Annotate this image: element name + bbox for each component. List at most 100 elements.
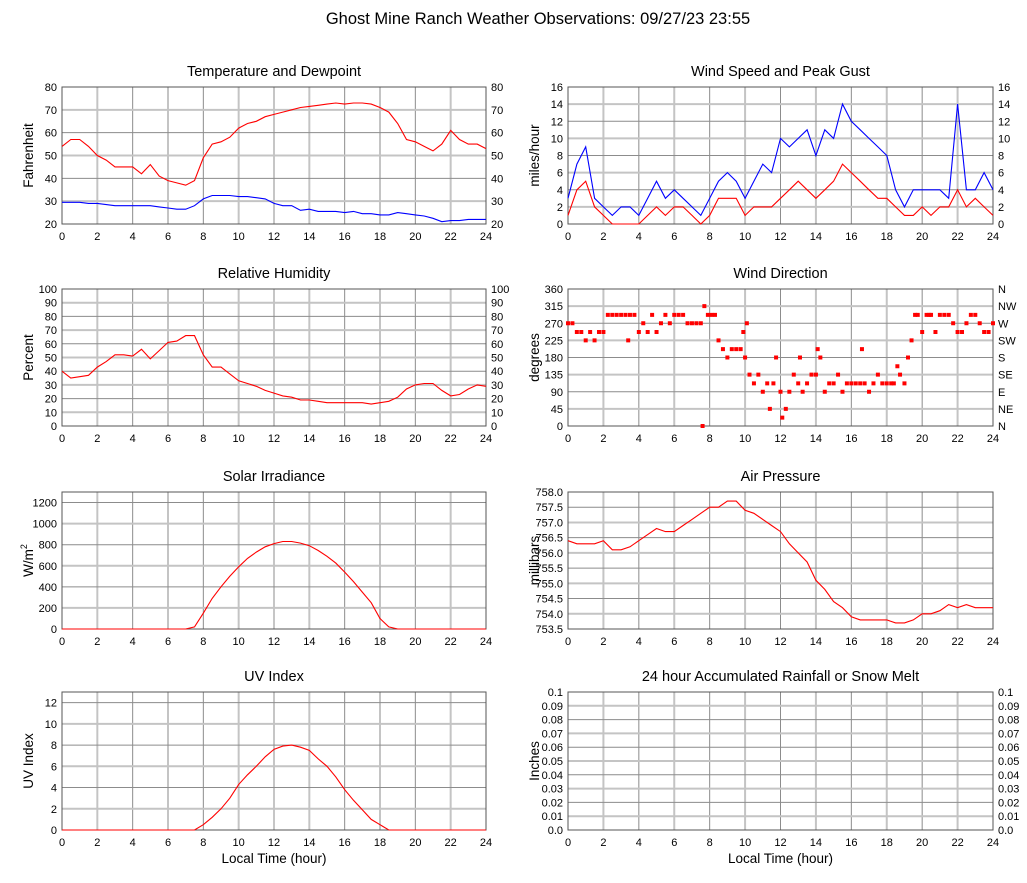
- y-tick-label-right: 0: [491, 421, 497, 433]
- plot-frame: [567, 491, 994, 630]
- y-tick-label: 0.0: [548, 825, 563, 837]
- y-axis-label: W/m2: [19, 544, 36, 577]
- y-tick-label-right: 4: [998, 185, 1004, 197]
- y-tick-label: 14: [551, 99, 563, 111]
- x-tick-label: 2: [94, 636, 100, 648]
- y-tick-label: 0.08: [542, 715, 563, 727]
- data-point: [968, 312, 973, 317]
- x-tick-label: 0: [565, 636, 571, 648]
- plot-frame: [61, 691, 487, 831]
- plot-frame: [567, 86, 994, 225]
- y-tick-label-right: 80: [491, 311, 503, 323]
- data-point: [623, 312, 628, 317]
- y-tick-label: 80: [45, 82, 57, 94]
- data-point: [955, 330, 960, 335]
- data-point: [875, 372, 880, 377]
- data-point: [895, 364, 900, 369]
- data-point: [626, 338, 631, 343]
- data-point: [658, 321, 663, 326]
- y-tick-label-right: 80: [491, 82, 503, 94]
- y-tick-label: 16: [551, 82, 563, 94]
- y-tick-label: 4: [51, 783, 57, 795]
- x-tick-label: 4: [130, 837, 136, 849]
- x-tick-label: 0: [59, 837, 65, 849]
- x-tick-label: 16: [339, 433, 351, 445]
- data-point: [588, 330, 593, 335]
- data-point: [796, 381, 801, 386]
- x-tick-label: 10: [739, 837, 751, 849]
- x-tick-label: 12: [774, 433, 786, 445]
- y-axis-label: Inches: [527, 741, 542, 781]
- data-point: [913, 312, 918, 317]
- x-tick-label: 14: [810, 636, 822, 648]
- x-axis-label: Local Time (hour): [728, 851, 833, 866]
- x-tick-label: 12: [774, 231, 786, 243]
- y-axis-label: miles/hour: [527, 124, 542, 187]
- y-tick-label: 0.06: [542, 742, 563, 754]
- x-tick-label: 0: [565, 433, 571, 445]
- data-point: [800, 389, 805, 394]
- y-tick-label-right: 30: [491, 196, 503, 208]
- data-point: [681, 312, 686, 317]
- y-tick-label: 0: [557, 421, 563, 433]
- x-tick-label: 0: [59, 433, 65, 445]
- data-point: [946, 312, 951, 317]
- panel-solar: 0 2 4 6 8 10 12 14 16 18 20 22 240200400600800100012…: [19, 469, 492, 648]
- data-point: [751, 381, 756, 386]
- y-tick-label-right: 70: [491, 105, 503, 117]
- y-tick-label: 6: [557, 168, 563, 180]
- y-tick-label: 10: [45, 719, 57, 731]
- y-tick-label-right: NE: [998, 404, 1013, 416]
- x-tick-label: 10: [739, 636, 751, 648]
- data-point: [716, 338, 721, 343]
- y-axis-label: UV Index: [21, 733, 36, 789]
- y-tick-label-right: N: [998, 284, 1006, 296]
- x-tick-label: 2: [600, 433, 606, 445]
- y-tick-label: 600: [39, 561, 57, 573]
- series-line-0: [61, 102, 487, 186]
- y-tick-label-right: N: [998, 421, 1006, 433]
- x-tick-label: 4: [130, 433, 136, 445]
- y-axis-label: Percent: [21, 334, 36, 381]
- y-tick-label: 20: [45, 394, 57, 406]
- x-tick-label: 18: [881, 433, 893, 445]
- panel-title: Wind Direction: [733, 266, 827, 282]
- data-point: [641, 321, 646, 326]
- x-tick-label: 6: [671, 231, 677, 243]
- y-tick-label: 0: [51, 825, 57, 837]
- data-point: [937, 312, 942, 317]
- x-tick-label: 14: [303, 231, 315, 243]
- x-tick-label: 20: [409, 231, 421, 243]
- data-point: [982, 330, 987, 335]
- data-point: [592, 338, 597, 343]
- y-tick-label-right: 10: [491, 407, 503, 419]
- data-point: [906, 355, 910, 360]
- data-point: [689, 321, 694, 326]
- y-tick-label: 30: [45, 196, 57, 208]
- data-point: [614, 312, 619, 317]
- plot-frame: [61, 288, 487, 427]
- x-tick-label: 12: [268, 636, 280, 648]
- x-tick-label: 22: [445, 433, 457, 445]
- y-tick-label: 1000: [33, 519, 57, 531]
- y-tick-label: 0: [51, 624, 57, 636]
- panel-title: Air Pressure: [741, 469, 821, 485]
- series-line-0: [61, 335, 487, 405]
- y-tick-label: 6: [51, 761, 57, 773]
- x-tick-label: 12: [268, 837, 280, 849]
- y-tick-label: 756.5: [535, 533, 563, 545]
- y-axis-label: millibars: [527, 536, 542, 586]
- x-tick-label: 22: [445, 837, 457, 849]
- y-tick-label-right: 20: [491, 219, 503, 231]
- plot-frame: [567, 288, 994, 427]
- y-tick-label-right: 12: [998, 116, 1010, 128]
- y-tick-label: 2: [51, 804, 57, 816]
- series-line-0: [567, 500, 993, 624]
- x-tick-label: 10: [739, 231, 751, 243]
- y-tick-label-right: 10: [998, 133, 1010, 145]
- x-tick-label: 2: [600, 837, 606, 849]
- y-tick-label: 8: [557, 151, 563, 163]
- x-tick-label: 20: [916, 636, 928, 648]
- x-tick-label: 6: [165, 433, 171, 445]
